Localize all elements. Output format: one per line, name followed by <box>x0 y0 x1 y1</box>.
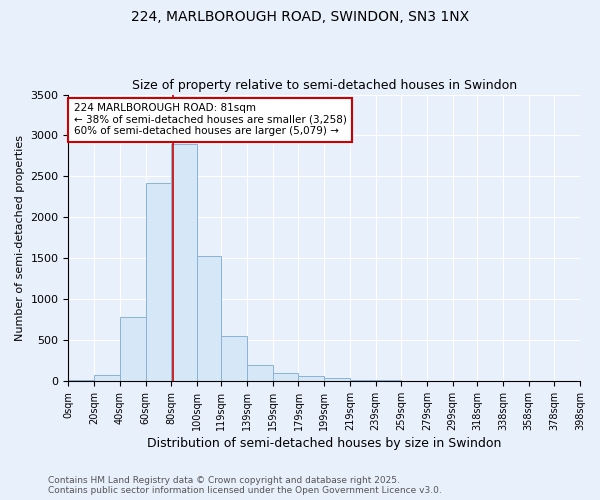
Bar <box>298 376 324 381</box>
Text: 224 MARLBOROUGH ROAD: 81sqm
← 38% of semi-detached houses are smaller (3,258)
60: 224 MARLBOROUGH ROAD: 81sqm ← 38% of sem… <box>74 103 346 136</box>
Bar <box>94 375 120 381</box>
Bar <box>273 373 298 381</box>
Text: 224, MARLBOROUGH ROAD, SWINDON, SN3 1NX: 224, MARLBOROUGH ROAD, SWINDON, SN3 1NX <box>131 10 469 24</box>
X-axis label: Distribution of semi-detached houses by size in Swindon: Distribution of semi-detached houses by … <box>147 437 502 450</box>
Title: Size of property relative to semi-detached houses in Swindon: Size of property relative to semi-detach… <box>131 79 517 92</box>
Bar <box>120 317 146 381</box>
Bar <box>221 336 247 381</box>
Bar <box>171 144 197 381</box>
Text: Contains HM Land Registry data © Crown copyright and database right 2025.
Contai: Contains HM Land Registry data © Crown c… <box>48 476 442 495</box>
Bar <box>68 380 94 381</box>
Bar <box>197 256 221 381</box>
Y-axis label: Number of semi-detached properties: Number of semi-detached properties <box>15 135 25 341</box>
Bar <box>376 380 401 381</box>
Bar <box>324 378 350 381</box>
Bar <box>350 380 376 381</box>
Bar <box>146 183 171 381</box>
Bar <box>247 364 273 381</box>
